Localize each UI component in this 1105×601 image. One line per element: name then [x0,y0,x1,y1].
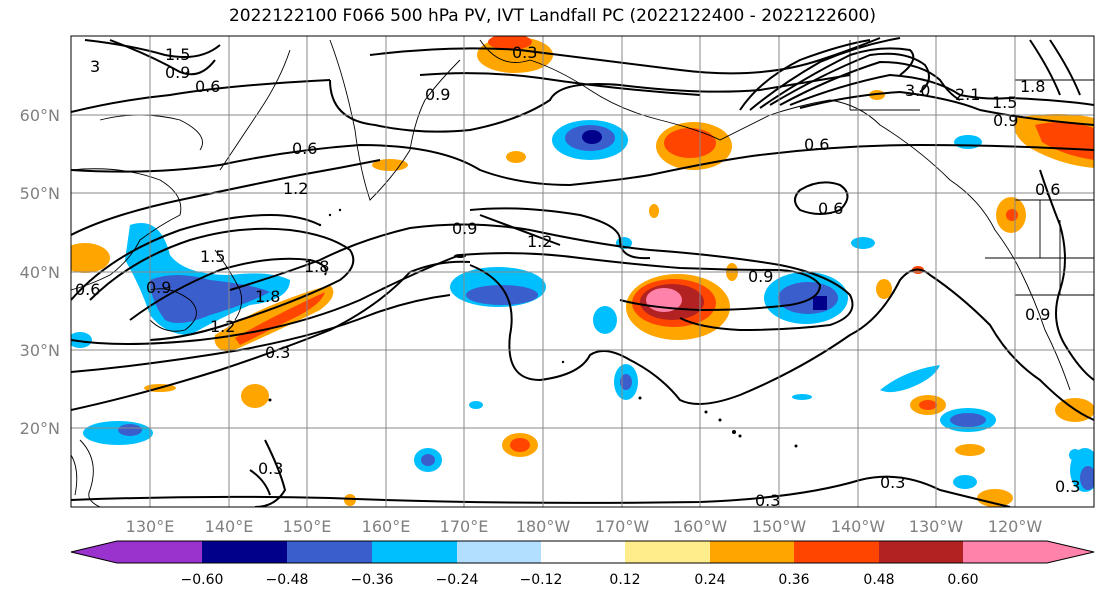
contour-label: 0.6 [804,135,829,154]
contour-label: 3 [90,57,100,76]
contour-label: 0.6 [195,77,220,96]
lat-label: 40°N [20,263,60,282]
contour-label: 0.3 [1055,477,1080,496]
lon-label: 150°E [283,517,332,536]
contour-label: 0.9 [452,219,477,238]
colorbar-tick: 0.60 [947,572,978,588]
graticule [71,36,1094,507]
lon-label: 140°E [205,517,254,536]
colorbar-tick: 0.48 [863,572,894,588]
contour-label: 3.0 [905,81,930,100]
contour-label: 1.2 [527,232,552,251]
colorbar-segment [457,541,541,563]
contour-label: 0.3 [265,343,290,362]
contour-label: 0.3 [512,43,537,62]
map-area: 1.5 0.9 0.6 3 0.3 0.9 0.6 1.2 0.9 1.2 1.… [71,36,1094,510]
lon-label: 130°W [909,517,964,536]
colorbar-tick: −0.24 [436,572,479,588]
colorbar-segment [541,541,625,563]
contour-label: 0.9 [425,85,450,104]
colorbar-segment [963,541,1047,563]
colorbar-tick: −0.60 [181,572,224,588]
shaded-anomalies [71,36,1094,507]
contour-label: 0.3 [755,491,780,510]
colorbar-tick: −0.48 [266,572,309,588]
contour-label: 0.3 [258,459,283,478]
contour-label: 0.9 [993,111,1018,130]
longitude-labels: 130°E 140°E 150°E 160°E 170°E 180°W 170°… [126,517,1043,536]
contour-label: 0.6 [292,139,317,158]
contour-label: 1.2 [283,179,308,198]
map-frame [70,35,1095,508]
contour-label: 0.6 [1035,180,1060,199]
contour-label: 1.5 [200,247,225,266]
colorbar-tick: 0.24 [694,572,725,588]
colorbar-segment [202,541,287,563]
lon-label: 140°W [831,517,886,536]
lon-label: 160°E [362,517,411,536]
colorbar-segment [879,541,963,563]
colorbar-tick: 0.36 [778,572,809,588]
colorbar-ticks: −0.60 −0.48 −0.36 −0.24 −0.12 0.12 0.24 … [181,572,979,588]
lon-label: 180°W [516,517,571,536]
colorbar-segment [117,541,202,563]
colorbar-segment [372,541,457,563]
lon-label: 130°E [126,517,175,536]
contour-label: 1.8 [1020,77,1045,96]
coastlines [71,39,1094,507]
colorbar-extend-low [71,541,117,563]
contour-label: 0.9 [748,267,773,286]
colorbar-segment [710,541,794,563]
contour-label: 1.2 [210,317,235,336]
contour-label: 0.6 [75,280,100,299]
lat-label: 30°N [20,341,60,360]
lon-label: 120°W [988,517,1043,536]
colorbar-tick: −0.12 [520,572,563,588]
colorbar-extend-high [1047,541,1094,563]
latitude-labels: 60°N 50°N 40°N 30°N 20°N [20,106,60,438]
contour-label: 1.8 [255,287,280,306]
contour-label: 0.9 [146,278,171,297]
lat-label: 50°N [20,184,60,203]
contour-label: 0.3 [880,473,905,492]
colorbar-segment [625,541,710,563]
colorbar: −0.60 −0.48 −0.36 −0.24 −0.12 0.12 0.24 … [70,540,1095,588]
lon-label: 160°W [673,517,728,536]
contour-labels: 1.5 0.9 0.6 3 0.3 0.9 0.6 1.2 0.9 1.2 1.… [75,43,1080,510]
lon-label: 150°W [752,517,807,536]
colorbar-segment [794,541,879,563]
contour-label: 0.9 [1025,305,1050,324]
colorbar-segment [287,541,372,563]
contour-label: 2.1 [955,85,980,104]
lon-label: 170°E [440,517,489,536]
colorbar-tick: −0.36 [351,572,394,588]
map-title: 2022122100 F066 500 hPa PV, IVT Landfall… [228,6,876,26]
lon-label: 170°W [595,517,650,536]
contour-label: 1.5 [992,93,1017,112]
lat-label: 60°N [20,106,60,125]
lat-label: 20°N [20,419,60,438]
contour-label: 0.9 [165,63,190,82]
contour-label: 1.8 [304,257,329,276]
contour-label: 1.5 [165,45,190,64]
colorbar-tick: 0.12 [609,572,640,588]
contour-label: 0.6 [818,199,843,218]
